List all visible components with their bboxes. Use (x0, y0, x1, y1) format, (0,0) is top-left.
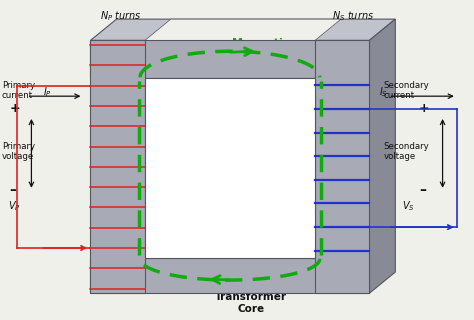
Text: $N_S$ turns: $N_S$ turns (331, 9, 374, 23)
Text: Primary
voltage: Primary voltage (1, 142, 35, 161)
Text: +: + (419, 102, 429, 115)
Text: Magnetic
Flux, Φ: Magnetic Flux, Φ (232, 38, 289, 60)
Polygon shape (145, 19, 341, 40)
Polygon shape (91, 40, 145, 293)
Text: $I_P$: $I_P$ (43, 85, 52, 99)
Text: –: – (419, 183, 426, 197)
Text: $V_S$: $V_S$ (402, 200, 415, 213)
Polygon shape (369, 19, 395, 293)
Text: Secondary
voltage: Secondary voltage (383, 142, 429, 161)
Text: Transformer
Core: Transformer Core (215, 292, 287, 314)
Text: Secondary
current: Secondary current (383, 81, 429, 100)
Text: Primary
current: Primary current (1, 81, 35, 100)
Polygon shape (145, 78, 315, 258)
Polygon shape (91, 19, 395, 40)
Polygon shape (315, 57, 341, 258)
Polygon shape (91, 40, 369, 78)
Polygon shape (315, 40, 369, 293)
Text: +: + (9, 102, 20, 115)
Text: $I_S$: $I_S$ (379, 85, 388, 99)
Polygon shape (91, 258, 369, 293)
Text: $N_P$ turns: $N_P$ turns (100, 9, 142, 23)
Text: $V_P$: $V_P$ (8, 200, 20, 213)
Text: –: – (9, 183, 16, 197)
